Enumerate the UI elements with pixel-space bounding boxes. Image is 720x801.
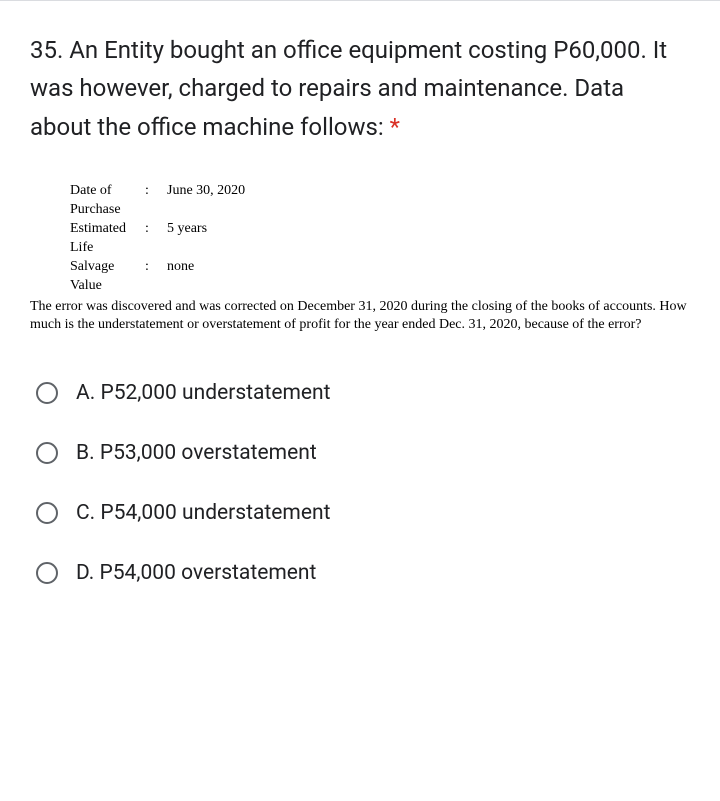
option-a[interactable]: A. P52,000 understatement [30,363,690,423]
data-block: Date of Purchase : June 30, 2020 Estimat… [30,182,690,335]
required-asterisk: * [390,113,400,141]
data-separator: : [145,182,167,220]
radio-icon [36,562,58,584]
data-row: Estimated Life : 5 years [30,220,690,258]
option-label: C. P54,000 understatement [76,501,330,525]
question-number: 35. [30,36,63,64]
radio-icon [36,442,58,464]
data-value: none [167,258,194,296]
data-separator: : [145,258,167,296]
data-label: Date of Purchase [30,182,145,220]
option-label: A. P52,000 understatement [76,381,330,405]
data-row: Date of Purchase : June 30, 2020 [30,182,690,220]
option-label: B. P53,000 overstatement [76,441,317,465]
data-separator: : [145,220,167,258]
data-narrative: The error was discovered and was correct… [30,298,690,336]
question-text: An Entity bought an office equipment cos… [30,36,667,141]
data-value: June 30, 2020 [167,182,245,220]
radio-icon [36,502,58,524]
option-c[interactable]: C. P54,000 understatement [30,483,690,543]
data-value: 5 years [167,220,207,258]
question-title: 35. An Entity bought an office equipment… [30,31,690,146]
question-card: 35. An Entity bought an office equipment… [0,0,720,603]
options-group: A. P52,000 understatement B. P53,000 ove… [30,363,690,603]
data-row: Salvage Value : none [30,258,690,296]
option-label: D. P54,000 overstatement [76,561,316,585]
option-d[interactable]: D. P54,000 overstatement [30,543,690,603]
option-b[interactable]: B. P53,000 overstatement [30,423,690,483]
data-label: Estimated Life [30,220,145,258]
data-label: Salvage Value [30,258,145,296]
radio-icon [36,382,58,404]
